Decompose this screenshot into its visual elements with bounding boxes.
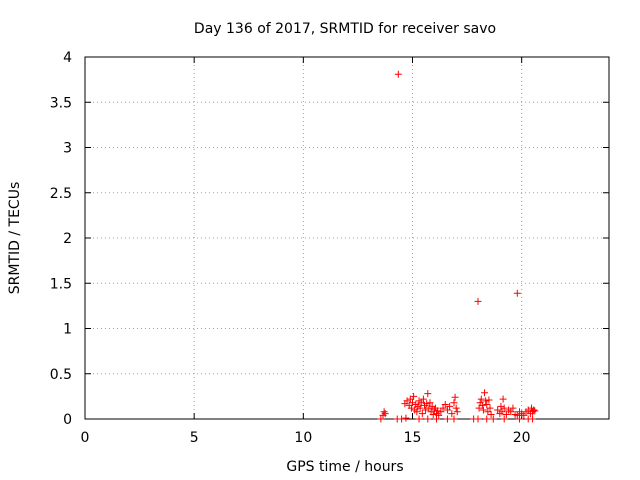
- data-point: [398, 415, 406, 423]
- data-point: [451, 393, 459, 401]
- y-tick-label: 1: [63, 322, 72, 338]
- y-tick-label: 3: [63, 141, 72, 157]
- y-tick-label: 2: [63, 231, 72, 247]
- data-point: [425, 404, 433, 412]
- data-point: [439, 404, 447, 412]
- x-tick-label: 15: [404, 430, 422, 446]
- data-point: [430, 406, 438, 414]
- data-point: [403, 397, 411, 405]
- data-point: [498, 408, 506, 416]
- data-point: [507, 408, 515, 416]
- data-point: [433, 415, 441, 423]
- data-point: [450, 415, 458, 423]
- data-point: [481, 389, 489, 397]
- data-point: [474, 415, 482, 423]
- chart-title: Day 136 of 2017, SRMTID for receiver sav…: [194, 21, 496, 37]
- data-point: [415, 415, 423, 423]
- data-point: [413, 408, 421, 416]
- data-point: [423, 400, 431, 408]
- data-point: [443, 415, 451, 423]
- data-point: [428, 402, 436, 410]
- x-tick-label: 10: [294, 430, 312, 446]
- data-point: [448, 410, 456, 418]
- data-point: [474, 297, 482, 305]
- data-point: [443, 406, 451, 414]
- data-point: [410, 392, 418, 400]
- data-point: [450, 399, 458, 407]
- data-point: [497, 402, 505, 410]
- data-point: [435, 411, 443, 419]
- y-tick-label: 1.5: [50, 276, 72, 292]
- data-point: [402, 414, 410, 422]
- data-point: [422, 406, 430, 414]
- data-point: [453, 408, 461, 416]
- data-point: [489, 415, 497, 423]
- data-point: [515, 415, 523, 423]
- data-point: [429, 410, 437, 418]
- data-point: [426, 399, 434, 407]
- data-point: [500, 404, 508, 412]
- data-point: [483, 401, 491, 409]
- data-point: [500, 415, 508, 423]
- data-point: [502, 410, 510, 418]
- data-point: [494, 406, 502, 414]
- data-point: [418, 410, 426, 418]
- data-point: [416, 404, 424, 412]
- data-point: [407, 404, 415, 412]
- x-axis-label: GPS time / hours: [286, 459, 403, 475]
- data-point: [479, 406, 487, 414]
- data-point: [394, 70, 402, 78]
- data-point: [513, 289, 521, 297]
- data-point: [478, 401, 486, 409]
- x-tick-label: 20: [513, 430, 531, 446]
- data-point: [380, 408, 388, 416]
- data-point: [513, 411, 521, 419]
- data-point: [434, 407, 442, 415]
- data-point: [487, 410, 495, 418]
- grid-lines: [85, 57, 609, 419]
- y-axis-label: SRMTID / TECUs: [7, 182, 23, 295]
- x-tick-label: 0: [81, 430, 90, 446]
- y-tick-label: 0: [63, 412, 72, 428]
- data-point: [483, 415, 491, 423]
- data-point: [531, 407, 539, 415]
- data-point: [441, 401, 449, 409]
- data-point: [530, 406, 538, 414]
- data-point: [485, 396, 493, 404]
- data-point: [424, 415, 432, 423]
- data-point: [377, 415, 385, 423]
- data-point: [499, 395, 507, 403]
- data-point: [424, 390, 432, 398]
- data-point: [509, 404, 517, 412]
- data-point: [437, 408, 445, 416]
- data-point: [482, 397, 490, 405]
- data-point: [452, 404, 460, 412]
- data-point: [477, 395, 485, 403]
- data-point: [529, 415, 537, 423]
- y-tick-label: 4: [63, 50, 72, 66]
- data-point: [381, 410, 389, 418]
- y-tick-label: 0.5: [50, 367, 72, 383]
- data-point: [409, 399, 416, 407]
- axis-ticks: 0 5 10 15 20 0 0.5 1 1.5 2 2.5 3 3.5 4: [50, 50, 609, 446]
- y-tick-label: 2.5: [50, 186, 72, 202]
- y-tick-label: 3.5: [50, 95, 72, 111]
- plot-frame: [84, 56, 610, 420]
- x-tick-label: 5: [190, 430, 199, 446]
- data-point: [486, 404, 494, 412]
- data-points: [377, 70, 539, 423]
- data-point: [520, 411, 528, 419]
- data-point: [419, 395, 427, 403]
- data-point: [446, 402, 454, 410]
